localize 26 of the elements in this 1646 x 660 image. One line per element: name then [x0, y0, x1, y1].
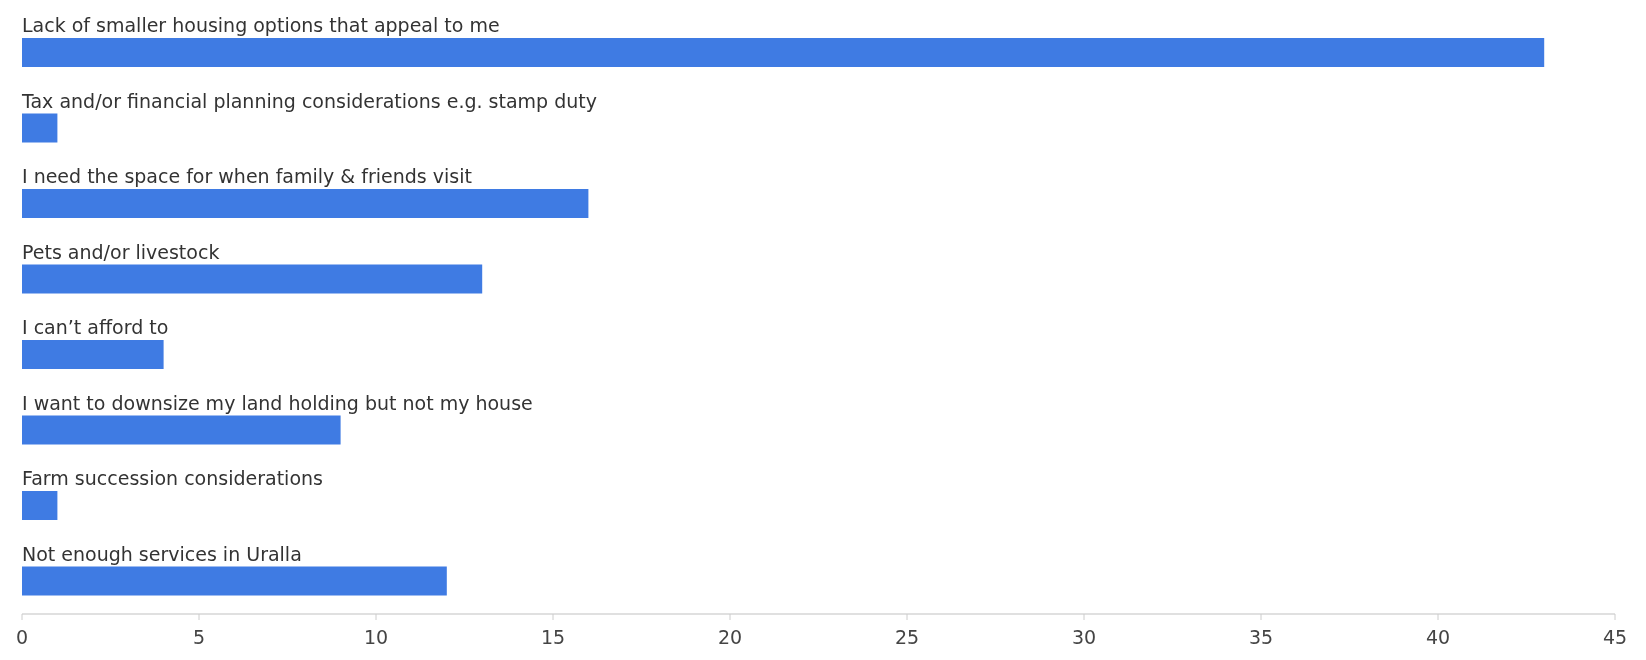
x-tick-label: 20: [717, 626, 743, 648]
y-tick-label: Lack of smaller housing options that appeal to me: [22, 14, 500, 36]
bar: [22, 189, 589, 218]
y-tick-label: I can’t afford to: [22, 316, 169, 338]
x-tick-label: 10: [363, 626, 389, 648]
bar: [22, 113, 58, 143]
bar: [22, 566, 447, 596]
y-tick-label: Not enough services in Uralla: [22, 542, 302, 565]
bar: [22, 264, 483, 294]
bar: [22, 415, 341, 445]
x-tick-label: 45: [1602, 626, 1628, 648]
y-tick-label: I want to downsize my land holding but not my house: [22, 391, 533, 414]
y-tick-label: Tax and/or financial planning considerations e.g. stamp duty: [21, 89, 597, 112]
y-tick-label: Pets and/or livestock: [22, 240, 220, 263]
x-tick-label: 30: [1071, 626, 1097, 648]
x-tick-label: 15: [540, 626, 566, 648]
x-tick-label: 35: [1248, 626, 1274, 648]
y-tick-label: I need the space for when family & friends visit: [22, 165, 472, 187]
bar: [22, 491, 58, 520]
x-tick-label: 5: [192, 626, 206, 648]
x-tick-label: 40: [1425, 626, 1451, 648]
x-tick-label: 0: [15, 626, 29, 648]
bar: [22, 340, 164, 369]
bar: [22, 38, 1545, 67]
y-tick-label: Farm succession considerations: [22, 467, 323, 489]
x-tick-label: 25: [894, 626, 920, 648]
